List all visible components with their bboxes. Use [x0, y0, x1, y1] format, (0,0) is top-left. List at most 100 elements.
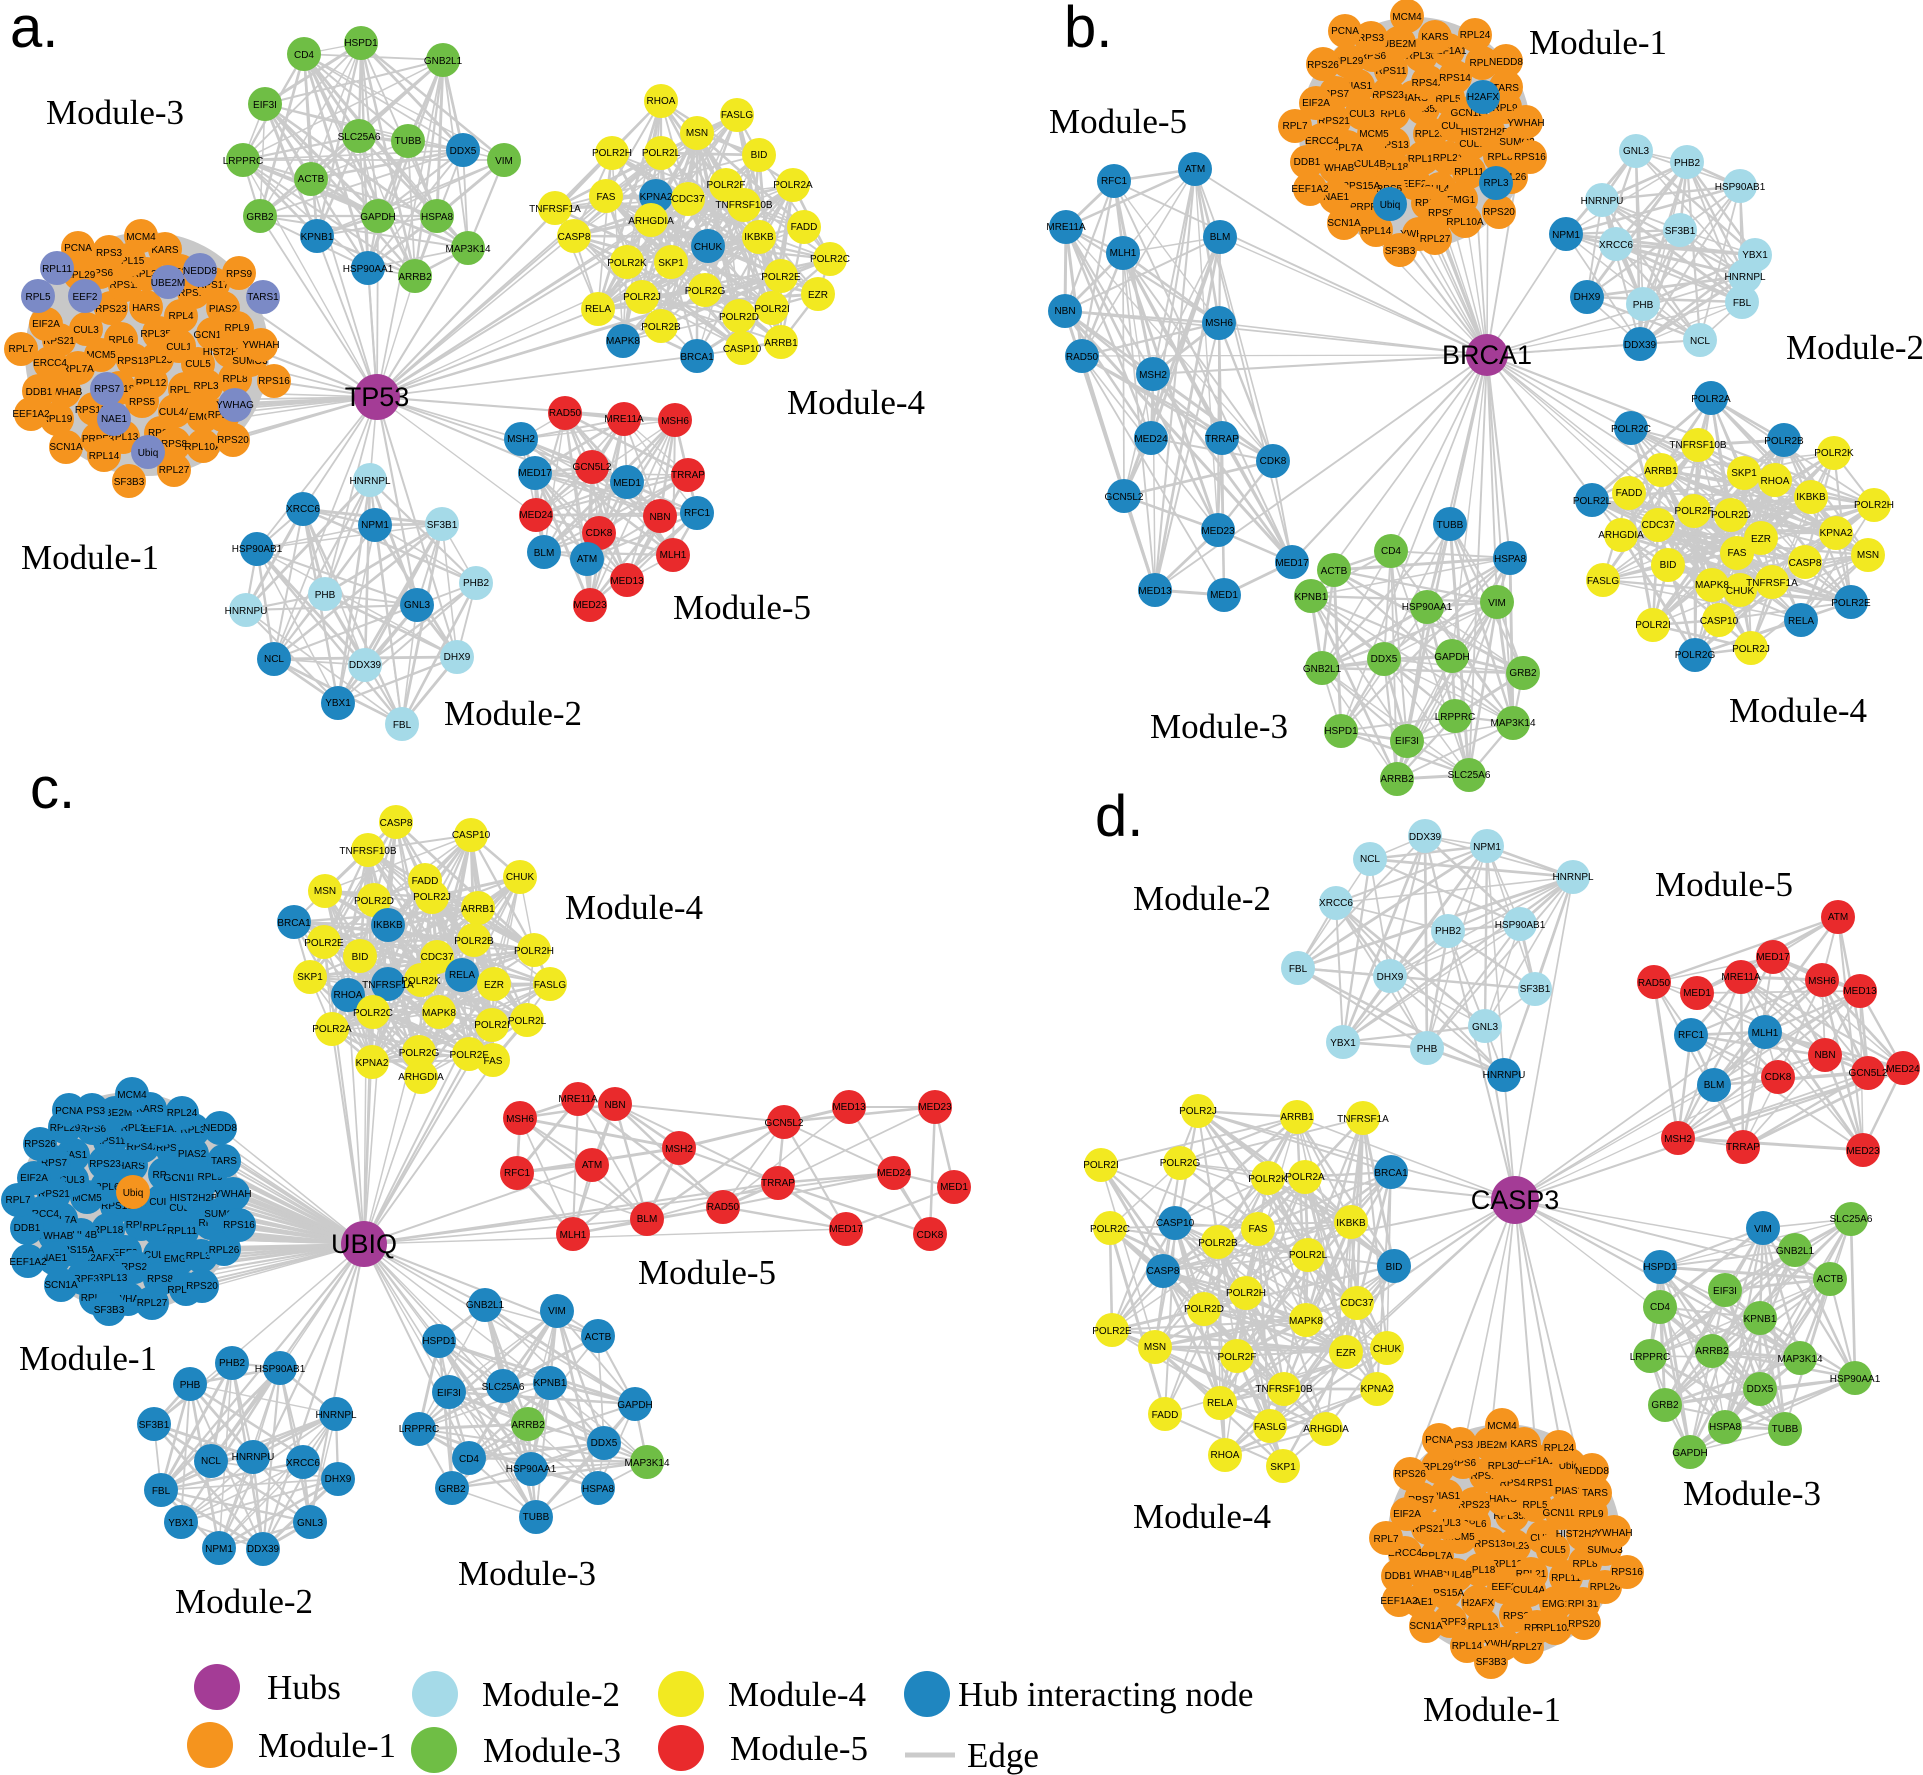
- svg-text:MAPK8: MAPK8: [606, 336, 640, 347]
- svg-text:CUL4A: CUL4A: [144, 1250, 177, 1261]
- svg-text:TNFRSF1A: TNFRSF1A: [529, 204, 581, 215]
- svg-text:UBE2M: UBE2M: [151, 278, 185, 289]
- svg-text:CUL1: CUL1: [166, 342, 192, 353]
- svg-text:MED1: MED1: [940, 1182, 968, 1193]
- svg-text:RPL11: RPL11: [1551, 1573, 1581, 1584]
- svg-text:RPS23: RPS23: [1458, 1500, 1490, 1511]
- svg-text:SCN1A: SCN1A: [1327, 218, 1361, 229]
- svg-text:EIF3I: EIF3I: [1395, 736, 1419, 747]
- svg-text:Ubiq: Ubiq: [1380, 200, 1401, 211]
- svg-text:YBX1: YBX1: [1742, 250, 1768, 261]
- svg-text:RPL9: RPL9: [1492, 103, 1517, 114]
- svg-text:ARRB1: ARRB1: [1644, 466, 1678, 477]
- svg-text:HIST2H2BE: HIST2H2BE: [170, 1193, 225, 1204]
- svg-text:SLC25A6: SLC25A6: [1448, 770, 1491, 781]
- svg-text:RPS2: RPS2: [121, 1262, 148, 1273]
- svg-text:RPS14: RPS14: [178, 288, 210, 299]
- svg-text:HNRNPL: HNRNPL: [1724, 272, 1766, 283]
- svg-text:YWHAB: YWHAB: [37, 1231, 74, 1242]
- svg-text:CUL5: CUL5: [1540, 1545, 1566, 1556]
- svg-text:FAS: FAS: [597, 192, 616, 203]
- svg-text:TNFRSF1A: TNFRSF1A: [362, 980, 414, 991]
- svg-text:RPS11: RPS11: [110, 280, 141, 291]
- svg-text:RPS13: RPS13: [1377, 140, 1409, 151]
- svg-text:NEDD8: NEDD8: [203, 1123, 237, 1134]
- svg-text:RPL18: RPL18: [93, 1225, 124, 1236]
- svg-text:UBE2M: UBE2M: [98, 1108, 132, 1119]
- svg-text:RFC1: RFC1: [1101, 176, 1128, 187]
- svg-text:MCM5: MCM5: [86, 350, 116, 361]
- svg-text:HSPD1: HSPD1: [1324, 726, 1358, 737]
- svg-text:FAS: FAS: [1728, 548, 1747, 559]
- svg-text:SUMO3: SUMO3: [1499, 137, 1535, 148]
- svg-text:GCN5L2: GCN5L2: [1105, 492, 1144, 503]
- svg-text:TRRAP: TRRAP: [761, 1178, 795, 1189]
- svg-text:Module-4: Module-4: [1133, 1497, 1271, 1536]
- svg-text:MSH6: MSH6: [661, 416, 689, 427]
- svg-text:DHX9: DHX9: [1574, 292, 1601, 303]
- svg-text:NCL: NCL: [1360, 854, 1380, 865]
- svg-text:RPL6: RPL6: [108, 335, 133, 346]
- svg-text:POLR2G: POLR2G: [1675, 650, 1716, 661]
- svg-text:GNB2L1: GNB2L1: [1303, 664, 1342, 675]
- svg-text:ARRB1: ARRB1: [461, 904, 495, 915]
- svg-text:LRPPRC: LRPPRC: [1435, 712, 1476, 723]
- svg-text:RPL7: RPL7: [8, 344, 33, 355]
- svg-text:RPL7A: RPL7A: [1421, 1551, 1453, 1562]
- svg-text:GCN5L2: GCN5L2: [1849, 1068, 1888, 1079]
- svg-text:RPL3: RPL3: [1483, 178, 1508, 189]
- svg-text:CD4: CD4: [1650, 1302, 1670, 1313]
- svg-text:BID: BID: [1660, 560, 1677, 571]
- svg-text:POLR2E: POLR2E: [761, 272, 801, 283]
- svg-text:PHB: PHB: [180, 1380, 201, 1391]
- svg-text:RFC1: RFC1: [684, 508, 711, 519]
- svg-text:MSH2: MSH2: [1139, 370, 1167, 381]
- svg-text:CDK8: CDK8: [1260, 456, 1287, 467]
- svg-text:CDC37: CDC37: [1642, 520, 1675, 531]
- svg-text:MRE11A: MRE11A: [1046, 222, 1086, 233]
- svg-text:RPL11: RPL11: [167, 1226, 197, 1237]
- svg-text:EEF1A2: EEF1A2: [12, 409, 50, 420]
- svg-text:CASP10: CASP10: [452, 830, 491, 841]
- svg-text:FAS: FAS: [1249, 1224, 1268, 1235]
- svg-text:RPL8: RPL8: [222, 374, 247, 385]
- svg-text:SUMO3: SUMO3: [1587, 1545, 1623, 1556]
- svg-text:RPS15A: RPS15A: [1342, 181, 1381, 192]
- svg-text:CASP8: CASP8: [1789, 558, 1822, 569]
- svg-text:POLR2D: POLR2D: [1711, 510, 1751, 521]
- svg-text:RPS3: RPS3: [1358, 33, 1385, 44]
- svg-text:BID: BID: [751, 150, 768, 161]
- svg-text:RPL9: RPL9: [197, 1172, 222, 1183]
- svg-text:MSH6: MSH6: [1205, 318, 1233, 329]
- svg-text:RPS8: RPS8: [1428, 208, 1455, 219]
- svg-text:CASP8: CASP8: [1147, 1266, 1180, 1277]
- svg-text:RPL3: RPL3: [180, 1125, 205, 1136]
- svg-text:POLR2E: POLR2E: [1092, 1326, 1132, 1337]
- svg-text:RPL21: RPL21: [170, 385, 201, 396]
- svg-text:CUL1: CUL1: [1441, 121, 1467, 132]
- svg-text:MAP3K14: MAP3K14: [1490, 718, 1535, 729]
- svg-text:POLR2D: POLR2D: [1184, 1304, 1224, 1315]
- svg-text:GCN5L2: GCN5L2: [765, 1118, 804, 1129]
- svg-text:Module-1: Module-1: [1529, 23, 1667, 62]
- svg-text:MED13: MED13: [1138, 586, 1172, 597]
- svg-text:ATM: ATM: [577, 554, 597, 565]
- svg-text:RPS20: RPS20: [1483, 207, 1515, 218]
- svg-text:Ubiq: Ubiq: [138, 448, 159, 459]
- svg-text:LRPPRC: LRPPRC: [1630, 1352, 1671, 1363]
- svg-text:PIAS2: PIAS2: [1555, 1486, 1584, 1497]
- svg-text:PIAS1: PIAS1: [59, 1150, 88, 1161]
- svg-text:XRCC6: XRCC6: [286, 504, 320, 515]
- svg-text:EZR: EZR: [484, 980, 504, 991]
- svg-text:EEF2: EEF2: [1401, 179, 1426, 190]
- svg-text:POLR2I: POLR2I: [474, 1020, 510, 1031]
- svg-text:Hubs: Hubs: [267, 1668, 341, 1707]
- svg-text:NCL: NCL: [264, 654, 284, 665]
- svg-text:KPNA2: KPNA2: [1361, 1384, 1394, 1395]
- svg-text:DDX5: DDX5: [1747, 1384, 1774, 1395]
- svg-text:RHOA: RHOA: [334, 990, 363, 1001]
- svg-text:EEF1A1: EEF1A1: [1517, 1456, 1555, 1467]
- svg-text:HSPA8: HSPA8: [582, 1484, 614, 1495]
- svg-text:Module-4: Module-4: [728, 1675, 866, 1714]
- svg-text:HSPD1: HSPD1: [1643, 1262, 1677, 1273]
